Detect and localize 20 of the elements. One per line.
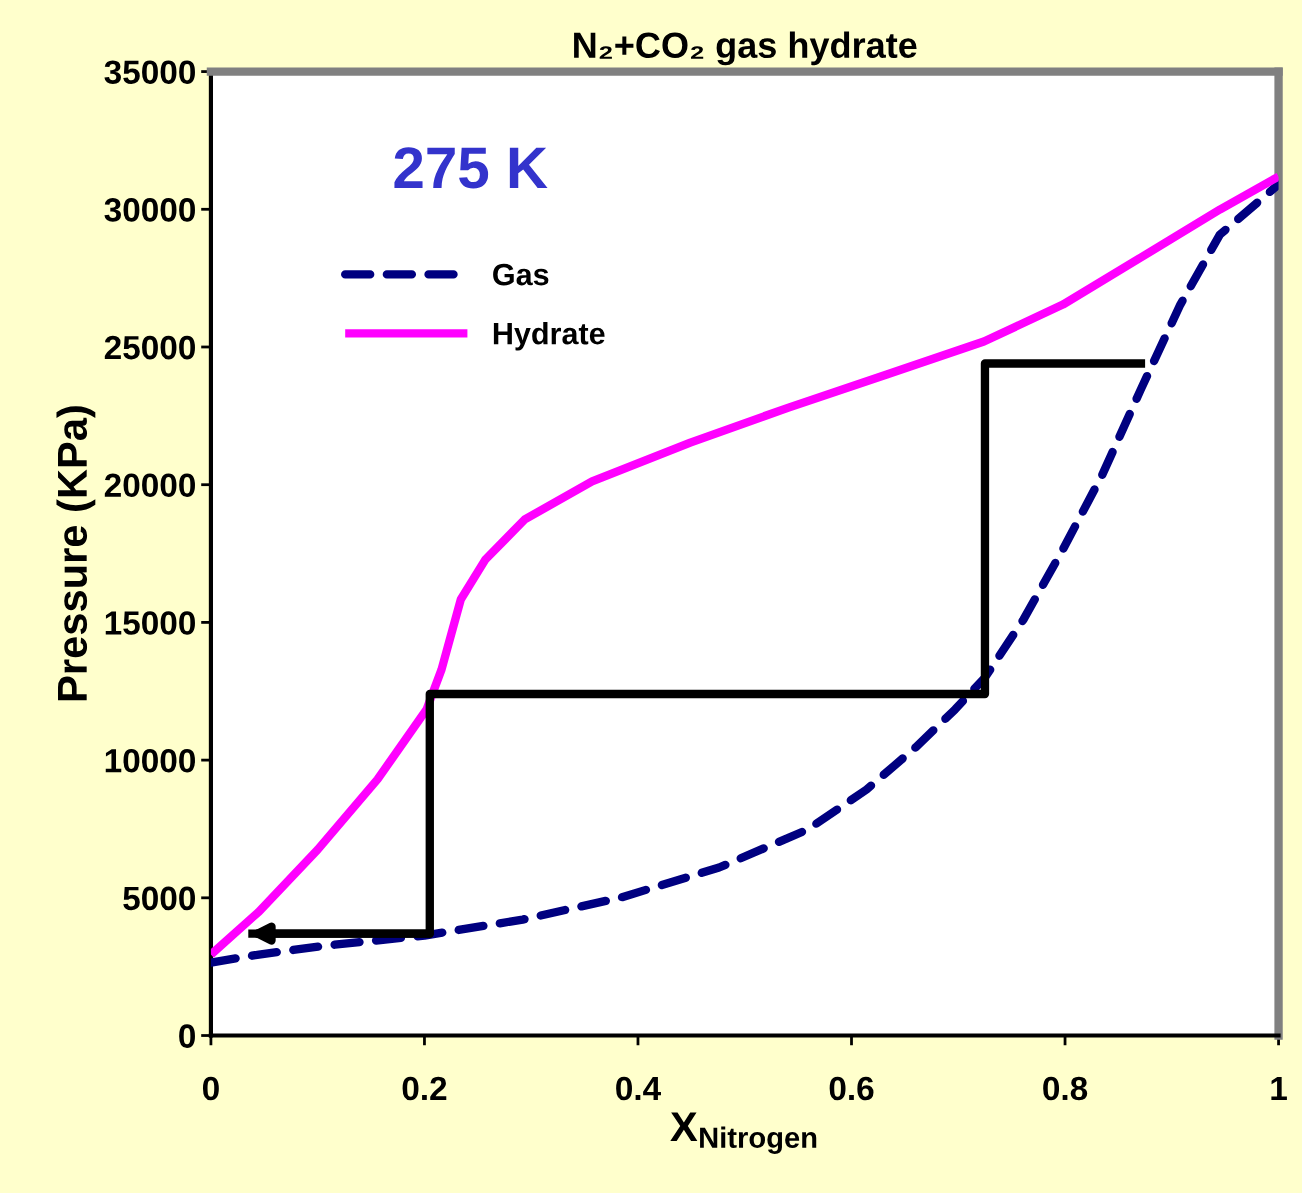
y-tick-label: 30000 [104, 198, 195, 222]
x-tick-label: 0.4 [616, 1076, 661, 1101]
y-tick-label: 20000 [104, 473, 195, 498]
x-axis-title: X$_{Nitrogen}$ [670, 1112, 817, 1154]
legend-label: Hydrate [493, 321, 605, 351]
x-tick-label: 0.2 [402, 1076, 447, 1101]
x-tick-label: 0.8 [1043, 1076, 1088, 1101]
y-axis-title: Pressure (KPa) [56, 406, 96, 701]
annotation: 275 K [394, 147, 548, 189]
legend-label: Gas [493, 263, 549, 286]
chart-title: N₂+CO₂ gas hydrate [574, 31, 917, 66]
y-tick-label: 5000 [123, 886, 195, 911]
y-tick-label: 15000 [105, 611, 195, 635]
x-tick-label: 0.6 [829, 1076, 874, 1101]
y-tick-label: 10000 [105, 748, 195, 773]
y-tick-label: 35000 [104, 60, 195, 85]
y-tick-label: 25000 [104, 335, 195, 360]
x-tick-label: 0 [202, 1076, 219, 1101]
x-tick-label: 1 [1271, 1077, 1287, 1100]
y-tick-label: 0 [179, 1024, 195, 1048]
